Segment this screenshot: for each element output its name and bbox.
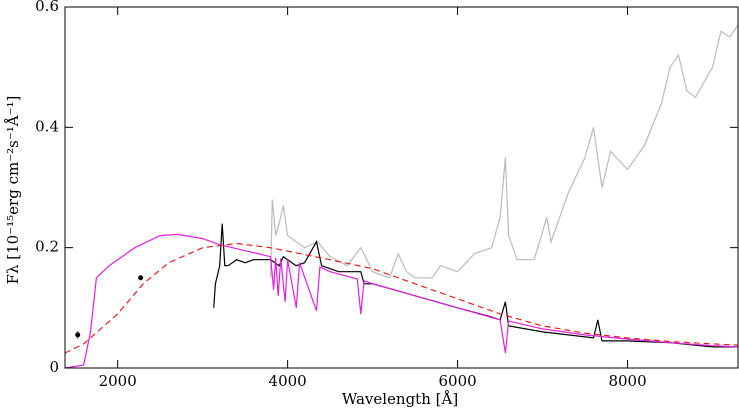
y-tick-label: 0.6 (35, 0, 59, 15)
y-tick-label: 0.4 (35, 117, 59, 135)
x-tick-label: 8000 (608, 372, 646, 390)
spectrum-line (270, 24, 739, 279)
plot-frame (64, 6, 739, 369)
y-axis-label: Fλ [10⁻¹⁵erg cm⁻²s⁻¹Å⁻¹] (4, 96, 22, 285)
spectrum-line (213, 223, 738, 348)
x-tick-label: 6000 (438, 372, 476, 390)
spectrum-line (64, 242, 739, 354)
x-tick-label: 2000 (99, 372, 137, 390)
x-axis-label: Wavelength [Å] (342, 390, 458, 408)
y-tick-label: 0.2 (35, 238, 59, 256)
spectrum-line (64, 233, 739, 369)
y-tick-label: 0 (49, 358, 59, 376)
data-point (75, 332, 81, 338)
x-tick-label: 4000 (269, 372, 307, 390)
data-point (138, 275, 144, 281)
